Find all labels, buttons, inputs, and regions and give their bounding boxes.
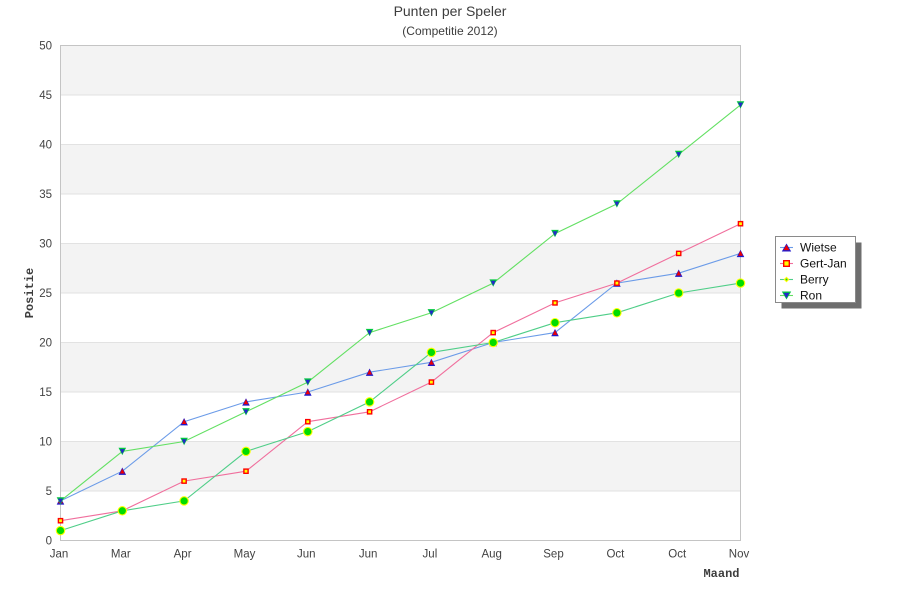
- svg-text:Gert-Jan: Gert-Jan: [800, 257, 847, 271]
- svg-text:50: 50: [39, 41, 52, 53]
- svg-text:0: 0: [46, 536, 52, 548]
- svg-text:40: 40: [39, 140, 52, 152]
- svg-text:Jun: Jun: [359, 549, 378, 561]
- svg-text:Jan: Jan: [50, 549, 69, 561]
- svg-text:Nov: Nov: [729, 549, 750, 561]
- svg-text:Apr: Apr: [174, 549, 192, 561]
- svg-text:Jul: Jul: [423, 549, 438, 561]
- svg-text:Jun: Jun: [297, 549, 316, 561]
- svg-text:35: 35: [39, 189, 52, 201]
- svg-text:Berry: Berry: [800, 273, 829, 287]
- svg-text:10: 10: [39, 437, 52, 449]
- svg-text:Oct: Oct: [606, 549, 625, 561]
- svg-text:Positie: Positie: [23, 268, 37, 318]
- svg-text:Oct: Oct: [668, 549, 687, 561]
- svg-text:Maand: Maand: [703, 567, 739, 581]
- svg-text:Wietse: Wietse: [800, 241, 837, 255]
- svg-text:Aug: Aug: [481, 549, 501, 561]
- svg-text:Punten per Speler: Punten per Speler: [394, 3, 507, 19]
- svg-text:Sep: Sep: [543, 549, 563, 561]
- svg-text:5: 5: [46, 486, 52, 498]
- svg-text:Ron: Ron: [800, 289, 822, 303]
- svg-text:25: 25: [39, 288, 52, 300]
- svg-text:45: 45: [39, 90, 52, 102]
- svg-text:20: 20: [39, 338, 52, 350]
- svg-text:May: May: [234, 549, 256, 561]
- svg-text:(Competitie 2012): (Competitie 2012): [402, 24, 497, 38]
- svg-text:15: 15: [39, 387, 52, 399]
- svg-text:Mar: Mar: [111, 549, 131, 561]
- svg-text:30: 30: [39, 239, 52, 251]
